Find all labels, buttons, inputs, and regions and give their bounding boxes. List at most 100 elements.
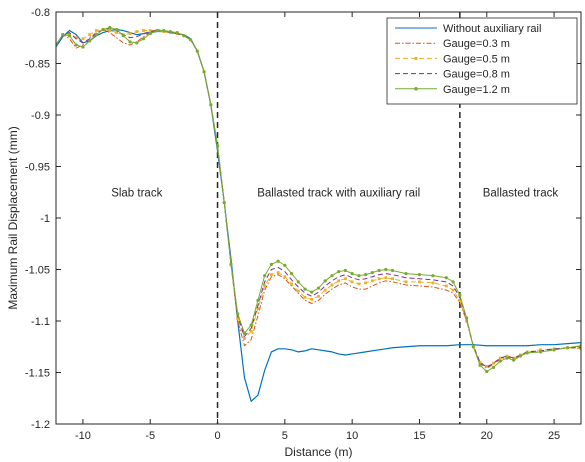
series-point (323, 288, 327, 292)
series-point (303, 295, 307, 299)
series-point (458, 299, 462, 302)
series-point (121, 34, 125, 38)
series-point (175, 30, 179, 35)
series-3 (56, 27, 581, 368)
series-point (256, 307, 260, 311)
series-point (209, 103, 213, 107)
legend-label: Gauge=0.8 m (443, 69, 510, 81)
series-point (444, 276, 448, 280)
series-point (276, 259, 280, 263)
series-point (81, 45, 85, 49)
region-label: Ballasted track with auxiliary rail (257, 187, 420, 199)
series-point (384, 267, 388, 272)
series-point (195, 49, 199, 53)
region-labels: Slab track Ballasted track with auxiliary… (111, 187, 558, 199)
series-point (115, 31, 118, 34)
y-tick-label: -0.9 (31, 110, 50, 122)
series-point (451, 280, 455, 284)
series-point (485, 369, 489, 374)
series-point (464, 316, 469, 320)
series-line (56, 27, 581, 368)
series-point (344, 277, 347, 281)
series-point (236, 317, 240, 321)
y-tick-label: -1.2 (31, 419, 50, 431)
legend: Without auxiliary rail Gauge=0.3 m Gauge=0… (386, 17, 578, 105)
series-point (498, 356, 502, 360)
y-tick-label: -1.1 (31, 316, 50, 328)
series-point (263, 274, 267, 278)
series-point (384, 276, 388, 280)
series-point (350, 272, 354, 276)
series-point (377, 277, 381, 281)
series-0 (56, 28, 581, 402)
series-point (404, 272, 408, 276)
series-point (242, 331, 247, 335)
series-point (74, 43, 78, 47)
series-4 (56, 25, 581, 374)
y-axis-label: Maximum Rail Displacement (mm) (6, 126, 20, 309)
x-axis-label: Distance (m) (284, 445, 352, 459)
legend-label: Without auxiliary rail (443, 23, 541, 35)
y-tick-label: -0.85 (25, 59, 50, 71)
series-point (552, 348, 556, 352)
series-point (498, 359, 502, 363)
x-tick-label: 20 (481, 430, 493, 442)
series-1 (56, 29, 581, 369)
series-point (155, 28, 159, 33)
x-tick-label: 15 (413, 430, 425, 442)
series-point (330, 274, 334, 278)
series-point (263, 284, 267, 288)
series-point (290, 282, 293, 286)
x-tick-label: -5 (145, 430, 155, 442)
series-point (478, 363, 482, 367)
series-point (512, 356, 516, 360)
series-point (256, 298, 260, 302)
series-point (276, 271, 280, 274)
y-tick-label: -1.05 (25, 265, 50, 277)
series-point (357, 282, 361, 286)
series-point (431, 281, 435, 285)
series-point (243, 337, 246, 340)
series-point (525, 351, 529, 355)
series-point (189, 38, 193, 42)
series-point (229, 262, 233, 266)
x-tick-label: 10 (346, 430, 358, 442)
tick-layer: -10 -5 0 5 10 15 20 25 -1.2 -1.15 -1.1 -1.05 -1 -0.95… (25, 7, 581, 442)
x-tick-label: 25 (548, 430, 560, 442)
series-point (330, 283, 334, 287)
series-point (236, 312, 240, 316)
region-label: Ballasted track (483, 187, 559, 199)
series-point (283, 263, 287, 267)
series-point (128, 40, 132, 44)
region-label: Slab track (111, 187, 162, 199)
series-point (67, 34, 72, 38)
y-tick-label: -0.8 (31, 7, 50, 19)
series-point (404, 280, 408, 284)
series-point (108, 25, 112, 30)
series-point (458, 293, 462, 297)
series-point (471, 345, 475, 349)
series-point (451, 288, 455, 292)
series-point (465, 319, 468, 323)
legend-marker (414, 56, 418, 60)
series-point (141, 37, 146, 41)
series-point (61, 33, 65, 37)
series-point (215, 144, 220, 148)
series-point (431, 274, 435, 278)
series-point (491, 365, 496, 369)
legend-marker (414, 87, 418, 91)
series-layer (56, 25, 581, 402)
series-point (512, 358, 516, 362)
series-point (88, 39, 92, 43)
series-point (135, 30, 139, 33)
series-point (418, 280, 421, 284)
series-point (128, 32, 132, 36)
series-point (296, 289, 300, 293)
series-point (114, 27, 119, 32)
series-point (202, 70, 206, 74)
series-point (81, 37, 85, 41)
series-point (377, 268, 381, 273)
series-point (303, 287, 307, 291)
series-point (182, 34, 186, 38)
